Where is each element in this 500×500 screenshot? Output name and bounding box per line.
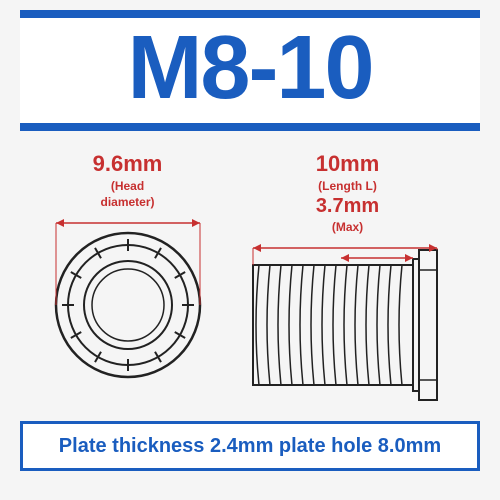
top-view-panel: 9.6mm (Head diameter) bbox=[38, 151, 218, 395]
product-size-title: M8-10 bbox=[20, 23, 480, 113]
max-label: (Max) bbox=[332, 220, 363, 234]
footer-banner: Plate thickness 2.4mm plate hole 8.0mm bbox=[20, 421, 480, 471]
head-diameter-label2: diameter) bbox=[100, 195, 154, 209]
length-value: 10mm bbox=[316, 151, 380, 177]
max-value: 3.7mm bbox=[316, 195, 379, 218]
header-banner: M8-10 bbox=[20, 10, 480, 131]
side-view-drawing bbox=[233, 240, 463, 410]
footer-text: Plate thickness 2.4mm plate hole 8.0mm bbox=[59, 435, 441, 458]
head-diameter-value: 9.6mm bbox=[93, 151, 163, 177]
length-label: (Length L) bbox=[318, 179, 377, 193]
side-view-panel: 10mm (Length L) 3.7mm (Max) bbox=[233, 151, 463, 410]
head-diameter-label1: (Head bbox=[111, 179, 144, 193]
diagram-area: 9.6mm (Head diameter) 10mm (Length L) 3.… bbox=[20, 151, 480, 401]
top-view-drawing bbox=[38, 215, 218, 395]
